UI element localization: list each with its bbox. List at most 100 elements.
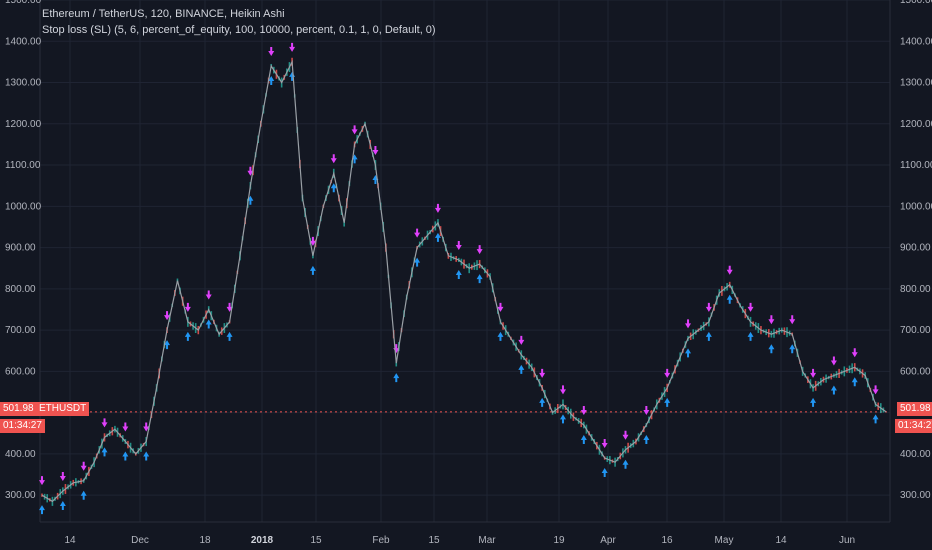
short-entry-arrow <box>351 125 358 135</box>
long-entry-arrow <box>393 373 400 383</box>
last-price-tag-left: 501.98 <box>0 402 37 416</box>
y-tick-label: 1400.00 <box>5 36 42 47</box>
long-entry-arrow <box>622 459 629 469</box>
short-entry-arrow <box>476 245 483 255</box>
short-entry-arrow <box>455 240 462 250</box>
y-tick-label: 300.00 <box>5 490 36 501</box>
long-entry-arrow <box>830 385 837 395</box>
long-entry-arrow <box>205 319 212 329</box>
y-tick-label: 800.00 <box>5 284 36 295</box>
long-entry-arrow <box>497 331 504 341</box>
short-entry-arrow <box>559 385 566 395</box>
chart-title: Ethereum / TetherUS, 120, BINANCE, Heiki… <box>42 8 285 20</box>
short-entry-arrow <box>789 315 796 325</box>
short-entry-arrow <box>580 406 587 416</box>
long-entry-arrow <box>351 154 358 164</box>
x-tick-label: 16 <box>661 535 673 546</box>
short-entry-arrow <box>726 265 733 275</box>
x-tick-label: May <box>715 535 734 546</box>
short-entry-arrow <box>226 302 233 312</box>
x-tick-label: 18 <box>199 535 211 546</box>
long-entry-arrow <box>705 331 712 341</box>
y-tick-label: 1000.00 <box>5 201 42 212</box>
symbol-tag: ETHUSDT <box>36 402 90 416</box>
short-entry-arrow <box>268 47 275 57</box>
long-entry-arrow <box>601 468 608 478</box>
x-tick-label: Dec <box>131 535 149 546</box>
indicator-legend[interactable]: Stop loss (SL) (5, 6, percent_of_equity,… <box>42 24 436 36</box>
long-entry-arrow <box>184 331 191 341</box>
long-entry-arrow <box>289 71 296 81</box>
long-entry-arrow <box>39 505 45 515</box>
x-tick-label: Mar <box>478 535 496 546</box>
long-entry-arrow <box>330 183 337 193</box>
x-tick-label: 15 <box>428 535 440 546</box>
long-entry-arrow <box>559 414 566 424</box>
last-price-tag-right: 501.98 <box>897 402 932 416</box>
y-tick-label: 1200.00 <box>900 119 932 130</box>
short-entry-arrow <box>685 319 692 329</box>
countdown-tag-left: 01:34:27 <box>0 419 45 433</box>
y-tick-label: 600.00 <box>900 366 931 377</box>
short-entry-arrow <box>434 203 441 213</box>
long-entry-arrow <box>434 232 441 242</box>
short-entry-arrow <box>601 439 608 449</box>
x-axis[interactable]: 14 Dec 18 2018 15 Feb 15 Mar 19 Apr 16 May 14 Jun <box>64 535 855 546</box>
short-entry-arrow <box>59 472 66 482</box>
y-tick-label: 900.00 <box>900 243 931 254</box>
y-tick-label: 400.00 <box>5 449 36 460</box>
long-entry-arrow <box>164 340 171 350</box>
short-entry-arrow <box>872 385 879 395</box>
short-entry-arrow <box>768 315 775 325</box>
countdown-tag-right: 01:34:27 <box>895 419 932 433</box>
short-entry-arrow <box>643 406 650 416</box>
short-entry-arrow <box>497 302 504 312</box>
y-tick-label: 300.00 <box>900 490 931 501</box>
short-entry-arrow <box>330 154 337 164</box>
long-entry-arrow <box>810 397 817 407</box>
short-entry-arrow <box>80 461 87 471</box>
long-entry-arrow <box>122 451 129 461</box>
long-entry-arrow <box>476 274 483 284</box>
long-entry-arrow <box>664 397 671 407</box>
long-entry-arrow <box>59 501 66 511</box>
short-entry-arrow <box>622 430 629 440</box>
short-entry-arrow <box>810 368 817 378</box>
short-entry-arrow <box>414 228 421 238</box>
short-entry-arrow <box>705 302 712 312</box>
long-entry-arrow <box>872 414 879 424</box>
y-tick-label: 1500.00 <box>5 0 42 6</box>
short-entry-arrow <box>309 236 316 246</box>
y-tick-label: 1400.00 <box>900 36 932 47</box>
short-entry-arrow <box>539 368 546 378</box>
long-entry-arrow <box>643 435 650 445</box>
long-entry-arrow <box>685 348 692 358</box>
y-tick-label: 1200.00 <box>5 119 42 130</box>
short-entry-arrow <box>851 348 858 358</box>
short-entry-arrow <box>101 418 108 428</box>
short-entry-arrow <box>372 146 379 156</box>
long-entry-arrow <box>518 364 525 374</box>
markers-layer <box>39 42 879 515</box>
x-tick-label: 2018 <box>251 535 274 546</box>
long-entry-arrow <box>580 435 587 445</box>
long-entry-arrow <box>726 294 733 304</box>
long-entry-arrow <box>414 257 421 267</box>
short-entry-arrow <box>164 311 171 321</box>
long-entry-arrow <box>747 331 754 341</box>
long-entry-arrow <box>143 451 150 461</box>
chart-grid <box>39 0 891 523</box>
x-tick-label: 19 <box>553 535 565 546</box>
y-tick-label: 1000.00 <box>900 201 932 212</box>
short-entry-arrow <box>289 42 296 52</box>
long-entry-arrow <box>789 344 796 354</box>
long-entry-arrow <box>851 377 858 387</box>
y-tick-label: 900.00 <box>5 243 36 254</box>
long-entry-arrow <box>539 397 546 407</box>
long-entry-arrow <box>309 265 316 275</box>
long-entry-arrow <box>80 490 87 500</box>
price-line <box>41 59 887 503</box>
x-tick-label: Jun <box>839 535 855 546</box>
